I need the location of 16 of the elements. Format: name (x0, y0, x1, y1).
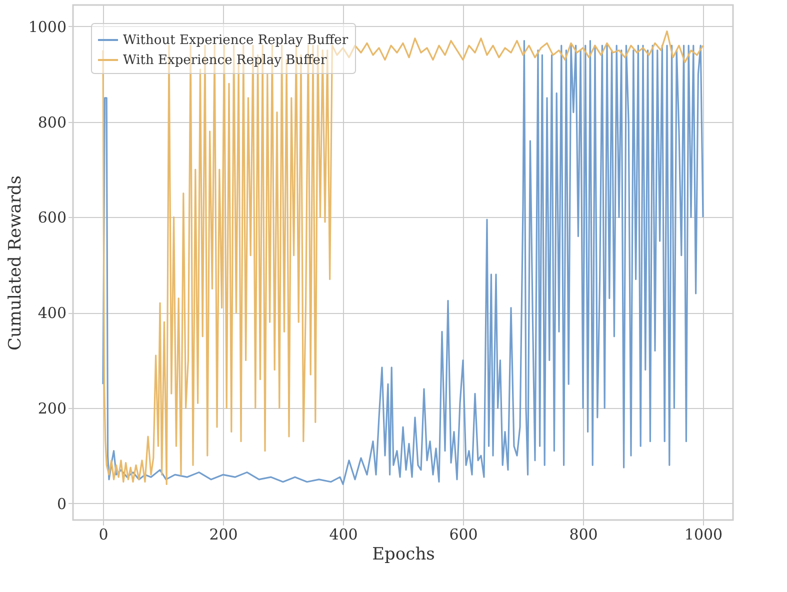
y-tick-label: 1000 (28, 18, 66, 36)
y-axis-title: Cumulated Rewards (5, 175, 26, 351)
x-tick-label: 1000 (684, 526, 723, 544)
y-tick-label: 400 (38, 304, 66, 322)
y-tick-label: 0 (56, 494, 66, 513)
legend-label: With Experience Replay Buffer (123, 53, 328, 68)
x-tick-label: 400 (329, 526, 358, 544)
x-axis-title: Epochs (372, 544, 435, 564)
x-tick-label: 600 (449, 526, 478, 544)
x-tick-label: 0 (98, 526, 108, 544)
x-tick-label: 800 (569, 526, 598, 544)
y-tick-label: 800 (38, 113, 66, 132)
y-tick-label: 200 (38, 399, 66, 418)
x-tick-label: 200 (209, 526, 238, 544)
y-tick-label: 600 (38, 208, 66, 227)
legend-label: Without Experience Replay Buffer (123, 33, 349, 48)
